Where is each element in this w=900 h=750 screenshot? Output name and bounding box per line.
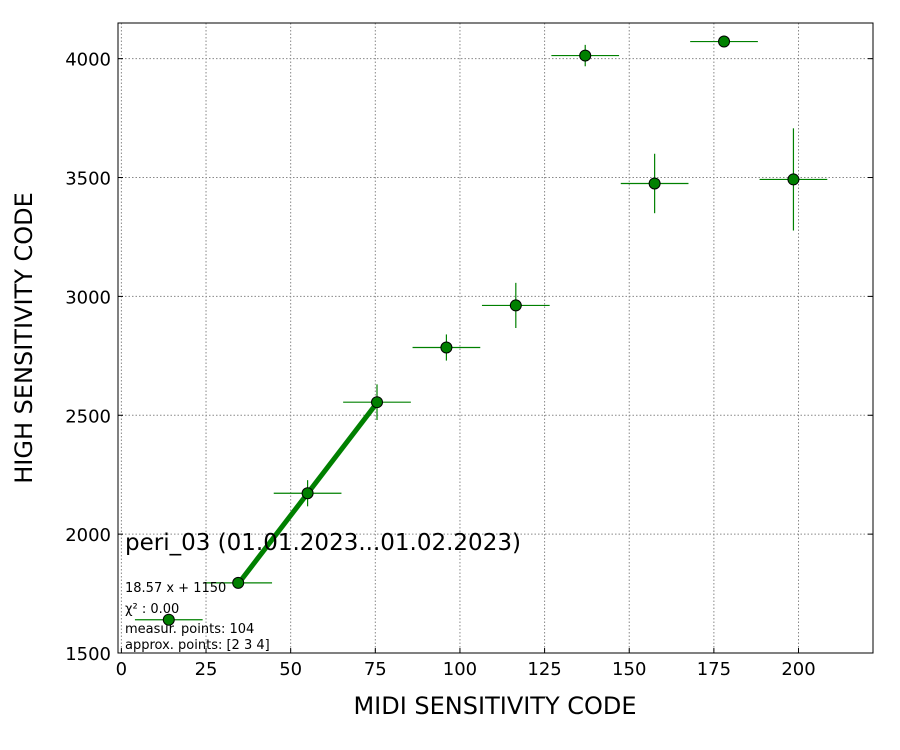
y-axis-label: HIGH SENSITIVITY CODE xyxy=(10,192,38,484)
chi-square-label: χ² : 0.00 xyxy=(125,602,179,617)
data-point xyxy=(718,35,731,48)
approx-points-label: approx. points: [2 3 4] xyxy=(125,638,270,653)
y-tick-label: 1500 xyxy=(65,644,111,665)
x-tick-label: 200 xyxy=(781,659,815,680)
data-point xyxy=(301,487,314,500)
y-tick-label: 2000 xyxy=(65,525,111,546)
plot-area xyxy=(118,23,873,653)
grid xyxy=(118,23,873,654)
data-point xyxy=(162,613,175,626)
data-point xyxy=(579,49,592,62)
measur-points-label: measur. points: 104 xyxy=(125,622,254,637)
x-tick-label: 75 xyxy=(364,659,387,680)
data-point xyxy=(371,396,384,409)
x-axis-label: MIDI SENSITIVITY CODE xyxy=(353,692,636,720)
data-point xyxy=(440,341,453,354)
y-tick-label: 4000 xyxy=(65,50,111,71)
data-point xyxy=(509,299,522,312)
x-tick-label: 0 xyxy=(116,659,127,680)
y-tick-label: 2500 xyxy=(65,406,111,427)
ticks xyxy=(118,58,873,654)
y-tick-label: 3000 xyxy=(65,287,111,308)
data-points xyxy=(162,35,800,626)
x-tick-label: 175 xyxy=(697,659,731,680)
data-point xyxy=(787,173,800,186)
data-point xyxy=(648,177,661,190)
x-tick-label: 50 xyxy=(279,659,302,680)
x-tick-labels: 0 25 50 75 100 125 150 175 200 xyxy=(116,659,816,680)
y-tick-labels: 1500 2000 2500 3000 3500 4000 xyxy=(65,50,111,665)
chart-title: peri_03 (01.01.2023...01.02.2023) xyxy=(125,530,521,556)
x-tick-label: 100 xyxy=(443,659,477,680)
x-tick-label: 150 xyxy=(612,659,646,680)
plot-frame xyxy=(117,22,874,654)
y-tick-label: 3500 xyxy=(65,169,111,190)
x-tick-label: 125 xyxy=(527,659,561,680)
fit-equation: 18.57 x + 1150 xyxy=(125,581,226,596)
data-point xyxy=(232,576,245,589)
x-tick-label: 25 xyxy=(195,659,218,680)
